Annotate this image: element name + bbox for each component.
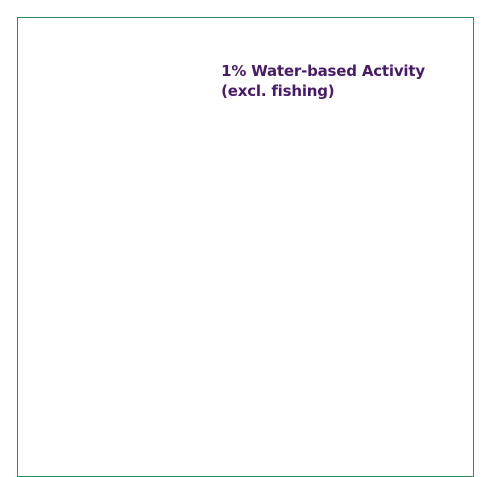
bar-label: 1% Fishing bbox=[34, 51, 213, 111]
bar-label-text: 23% Hiking/Cross Country Walking bbox=[42, 71, 328, 91]
bar-label-text: 1% Equestrian Pursuits bbox=[42, 61, 205, 101]
category-label: Water-based Activity (excl. fishing) bbox=[221, 62, 425, 100]
bar-label-text: 1% Water-based Activity (excl. fishing) bbox=[221, 61, 473, 101]
chart: 23% Hiking/Cross Country Walking 2% Cycli… bbox=[34, 51, 457, 111]
bar-label: 1% Golf bbox=[34, 51, 213, 111]
category-label: Golf bbox=[72, 72, 106, 90]
bar-label: 23% Hiking/Cross Country Walking bbox=[34, 51, 457, 111]
bar-label-text: 1% Fishing bbox=[42, 71, 132, 91]
category-label: Equestrian Pursuits bbox=[42, 62, 162, 100]
value-label: 1% bbox=[42, 72, 68, 90]
page: 23% Hiking/Cross Country Walking 2% Cycli… bbox=[17, 17, 474, 477]
value-label: 1% bbox=[42, 62, 68, 80]
value-label: 2% bbox=[42, 72, 68, 90]
bar-label: 2% Cycling bbox=[34, 51, 267, 111]
category-label: Cycling bbox=[72, 72, 133, 90]
bar-label-text: 1% Golf bbox=[42, 71, 106, 91]
bar-label-text: 2% Cycling bbox=[42, 71, 132, 91]
bar-row: 23% Hiking/Cross Country Walking bbox=[34, 51, 457, 111]
value-label: 1% bbox=[221, 62, 247, 80]
value-label: 23% bbox=[42, 72, 78, 90]
bar-label: 1% Equestrian Pursuits bbox=[34, 51, 213, 111]
bar-label: 1% Water-based Activity (excl. fishing) bbox=[213, 51, 473, 111]
value-label: 1% bbox=[42, 72, 68, 90]
category-label: Fishing bbox=[72, 72, 133, 90]
category-label: Hiking/Cross Country Walking bbox=[82, 72, 329, 90]
